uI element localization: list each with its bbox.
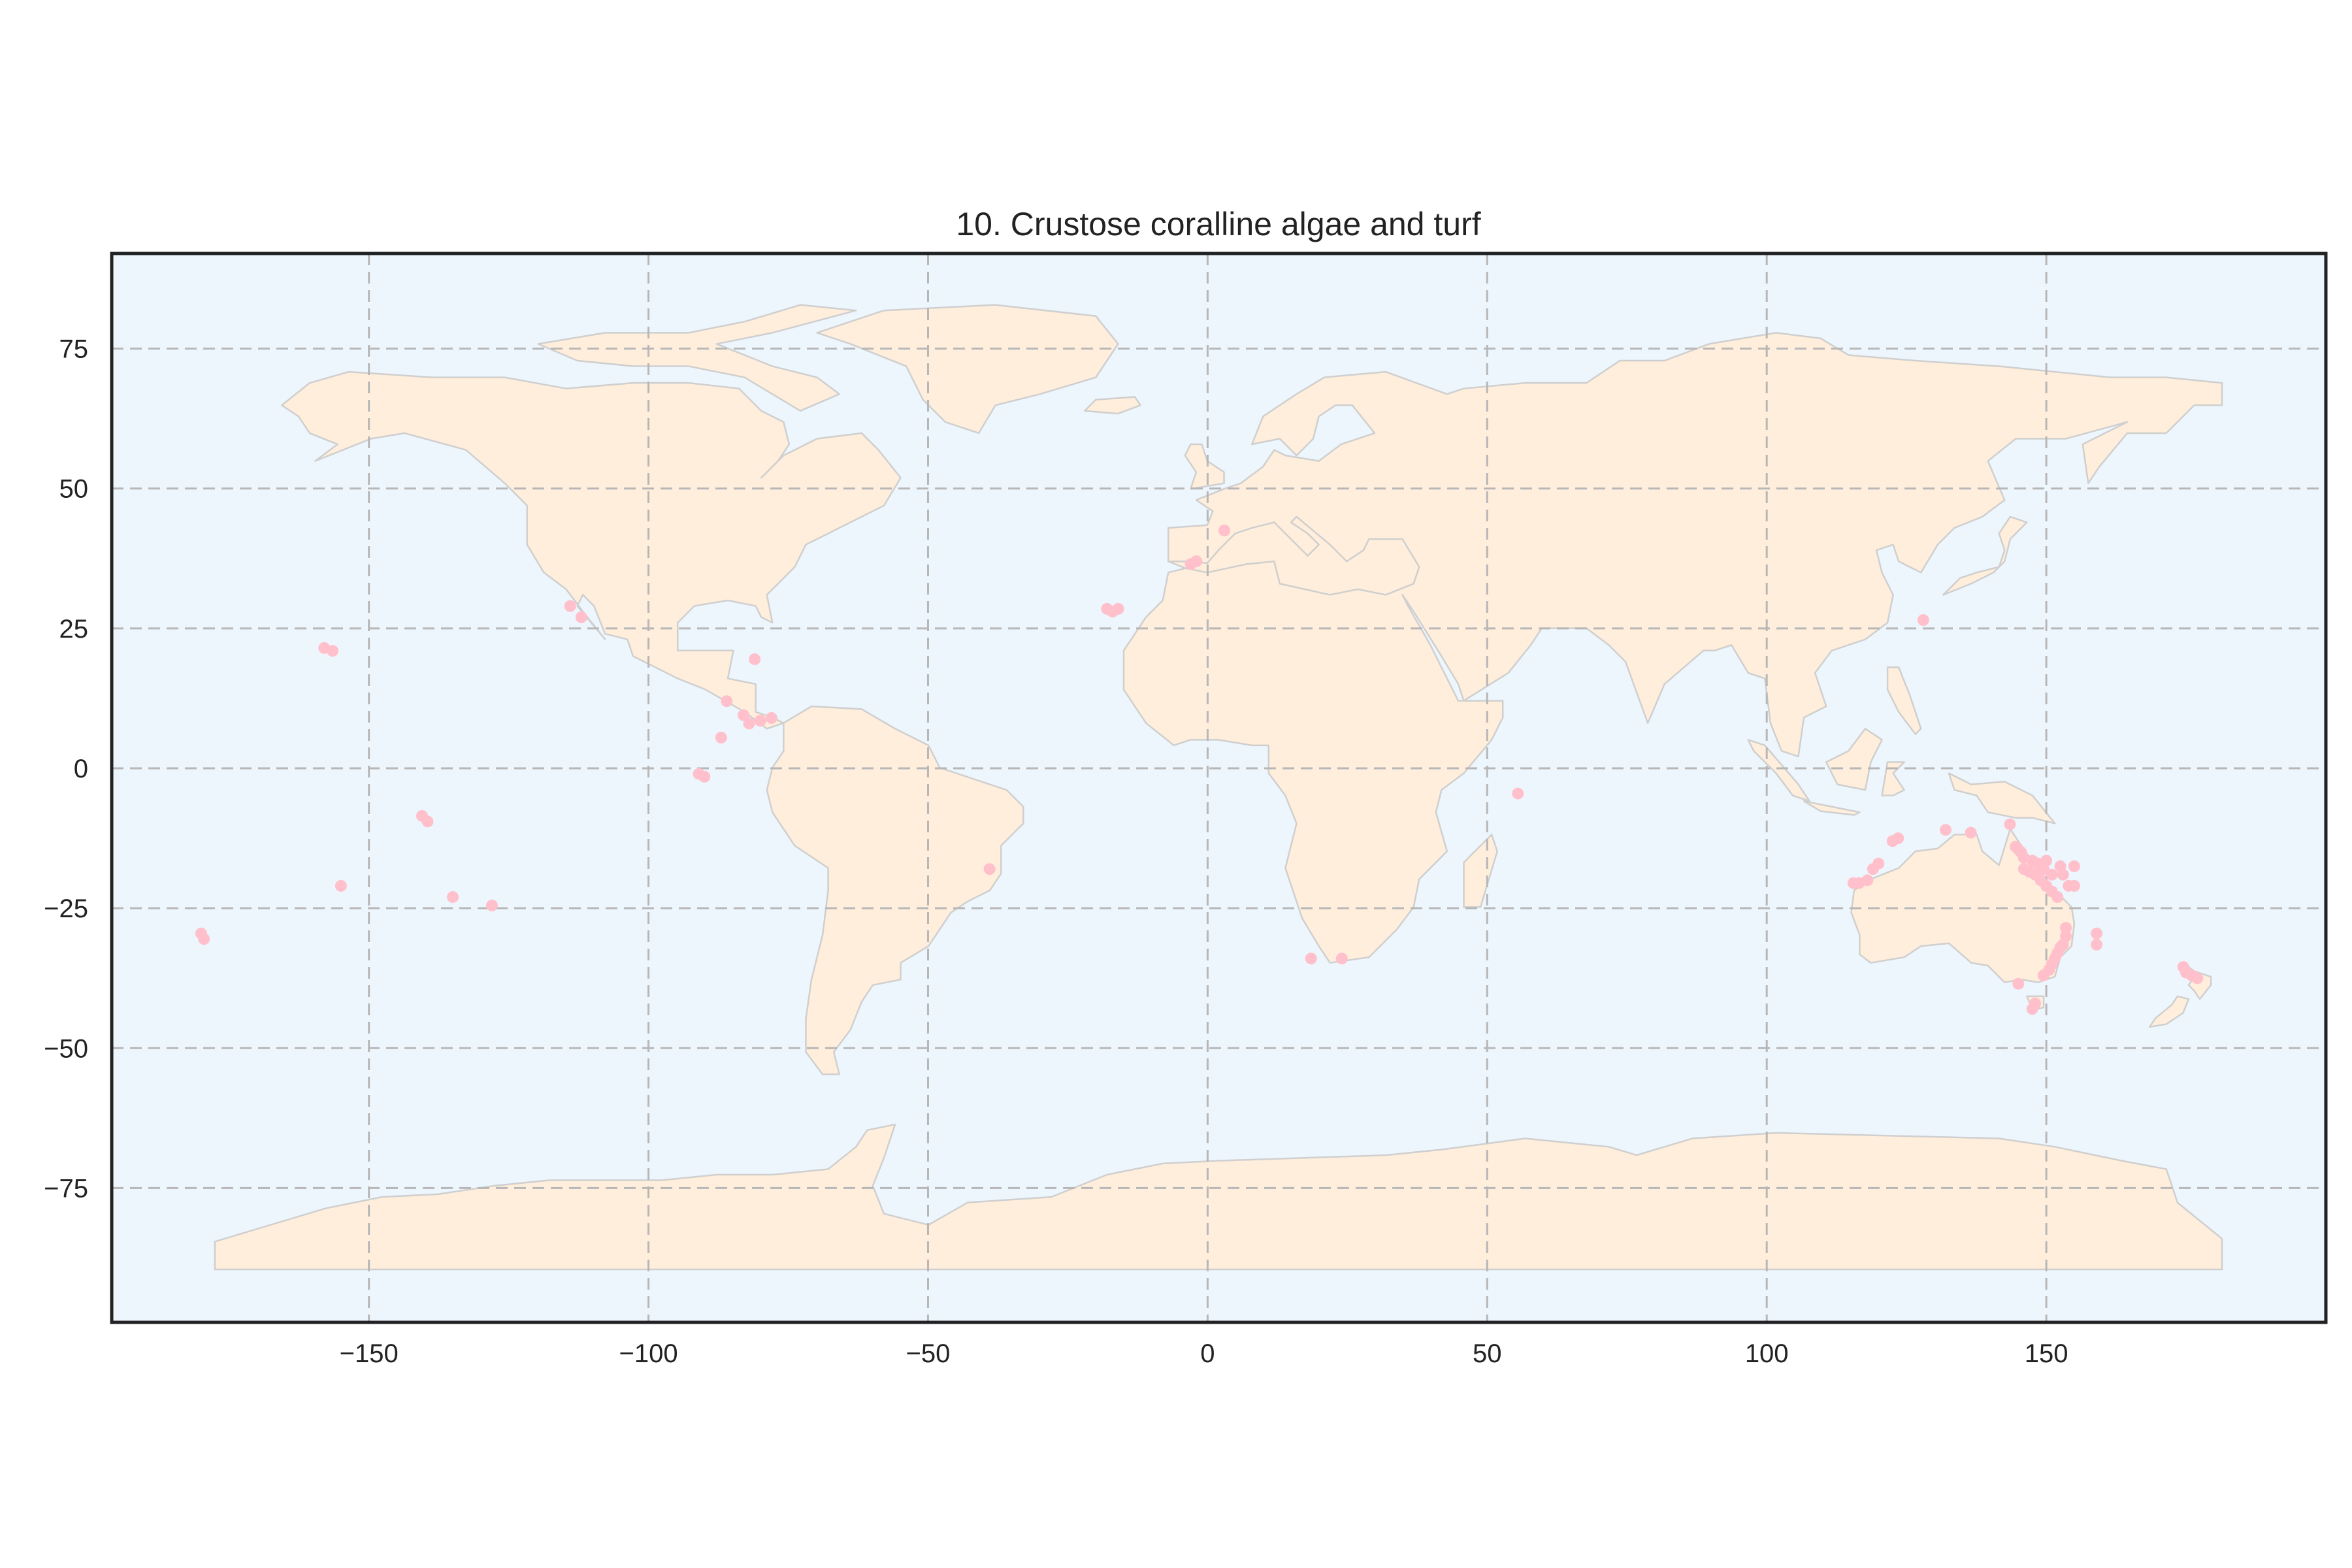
x-axis-tick-labels: −150 −100 −50 0 50 100 150 (340, 1339, 2068, 1368)
observation-point (1940, 824, 1952, 836)
land-sulawesi (1882, 762, 1904, 795)
observation-point (1917, 614, 1929, 627)
observation-point (1112, 602, 1124, 615)
land-java (1804, 801, 1859, 815)
y-tick-label: 75 (59, 335, 89, 364)
x-tick-label: −150 (340, 1339, 399, 1368)
land-madagascar (1463, 834, 1497, 907)
land-afro-eurasia (1124, 333, 2222, 962)
plot-frame (110, 252, 2328, 1324)
observation-point (1512, 787, 1524, 800)
observation-point (2060, 922, 2072, 934)
land-britain (1185, 444, 1224, 489)
observation-point (765, 711, 777, 724)
observation-point (2068, 879, 2080, 892)
land-borneo (1826, 728, 1882, 790)
observation-point (1335, 953, 1348, 965)
observation-point (2057, 868, 2069, 881)
observation-point (1965, 826, 1977, 839)
observation-point (1218, 524, 1231, 536)
y-tick-label: −75 (44, 1174, 88, 1203)
graticule (112, 253, 2326, 1322)
land-south-america (767, 706, 1024, 1074)
observation-point (2046, 868, 2058, 881)
y-axis-tick-labels: 75 50 25 0 −25 −50 −75 (44, 335, 88, 1203)
observation-point (2068, 860, 2080, 872)
x-tick-label: −100 (619, 1339, 678, 1368)
chart-title: 10. Crustose coralline algae and turf (956, 206, 1480, 242)
observation-point (743, 717, 755, 730)
x-tick-label: 50 (1473, 1339, 1502, 1368)
land-greenland (817, 305, 1119, 433)
observation-point (575, 611, 587, 623)
observation-point (2037, 969, 2050, 981)
observation-point (1861, 874, 1874, 887)
y-tick-label: 50 (59, 475, 89, 504)
observation-point (485, 899, 498, 911)
observation-point (1190, 555, 1203, 568)
observation-point (2191, 972, 2204, 985)
observation-point (698, 770, 711, 783)
x-tick-label: −50 (906, 1339, 951, 1368)
observation-point (1872, 857, 1885, 870)
observation-point (738, 709, 750, 721)
observation-point (335, 879, 347, 892)
land-philippines (1887, 667, 1921, 734)
observation-point (754, 715, 766, 727)
land-new-zealand-south (2149, 996, 2189, 1027)
land-mediterranean-europe (1168, 517, 1419, 595)
land-canadian-arctic (538, 305, 856, 411)
observation-point (2012, 977, 2025, 990)
observation-point (715, 731, 727, 743)
observation-point (564, 600, 576, 612)
y-tick-label: −25 (44, 894, 88, 923)
land-sumatra (1748, 740, 1810, 801)
observation-point (1892, 832, 1904, 845)
observation-point (2004, 818, 2016, 830)
land-north-america (282, 372, 900, 728)
land-japan (1943, 517, 2027, 595)
y-tick-label: −50 (44, 1034, 88, 1063)
land-masses (215, 305, 2222, 1269)
land-antarctica (215, 1124, 2222, 1269)
observation-point (749, 653, 761, 665)
land-new-guinea (1949, 774, 2055, 824)
observation-point (2051, 891, 2064, 904)
observation-point (2026, 1003, 2038, 1015)
observation-point (1305, 953, 1317, 965)
observation-point (2040, 855, 2053, 867)
y-tick-label: 25 (59, 615, 89, 644)
observation-point (447, 891, 459, 904)
observation-point (983, 863, 996, 875)
x-tick-label: 100 (1745, 1339, 1789, 1368)
observation-point (327, 645, 339, 657)
observation-point (721, 695, 733, 708)
observation-points (195, 524, 2204, 1015)
y-tick-label: 0 (74, 755, 88, 783)
observation-point (2091, 938, 2103, 951)
x-tick-label: 150 (2025, 1339, 2068, 1368)
observation-point (2091, 927, 2103, 939)
observation-point (198, 933, 210, 945)
observation-point (421, 815, 434, 828)
land-iceland (1085, 397, 1140, 414)
x-tick-label: 0 (1200, 1339, 1215, 1368)
